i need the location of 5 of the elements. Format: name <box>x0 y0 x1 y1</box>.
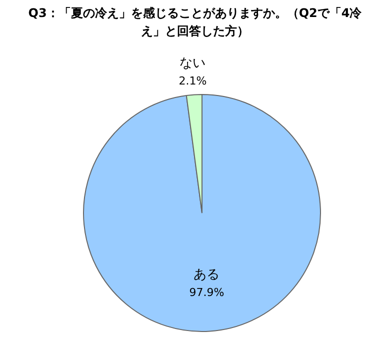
data-label: 97.9% <box>189 286 224 299</box>
slice-label: ある <box>194 267 220 282</box>
slice-label: ない <box>180 56 206 72</box>
chart-title: Q3：「夏の冷え」を感じることがありますか。（Q2で「4冷え」と回答した方） <box>27 5 363 40</box>
data-label: 2.1% <box>178 74 207 88</box>
